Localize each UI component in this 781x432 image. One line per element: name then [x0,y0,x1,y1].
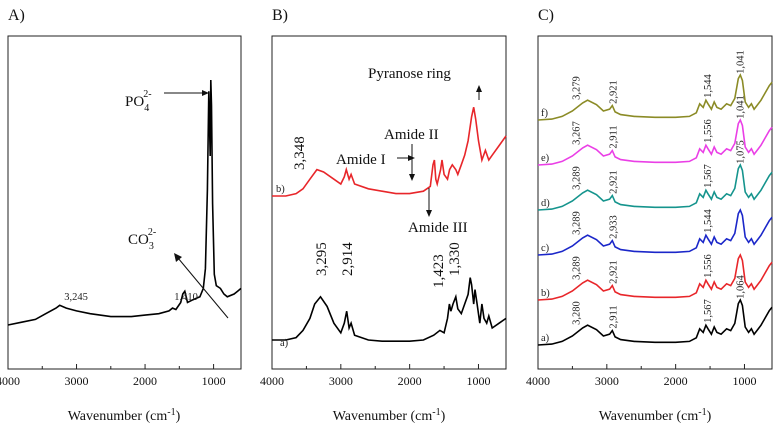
panel-a-plot-area [7,35,242,370]
amide-ii-label: Amide II [384,127,439,143]
pyranose-arrowhead [476,85,482,92]
panel-c-x-axis-title: Wavenumber (cm-1) [599,407,712,425]
peak-label: 2,911 [608,305,619,328]
panel-b: B) 4000 3000 2000 1000 Wavenumber (cm-1) b)… [260,7,507,425]
amide-ii-arrowhead [409,174,415,181]
panel-c-x-axis: 4000 3000 2000 1000 [526,364,756,388]
panel-b-plot-area [271,35,507,370]
x-tick-label: 1000 [732,374,756,388]
peak-label: 2,933 [608,215,619,239]
peak-label: 3,289 [572,211,583,235]
series-line [537,208,773,256]
panel-c-plot-area [537,35,773,370]
peak-label: 2,921 [608,170,619,194]
peak-label: 1,567 [703,299,714,323]
amide-i-label: Amide I [336,152,386,168]
x-tick-label: 2000 [664,374,688,388]
peak-label-1423: 1,423 [431,254,447,288]
peak-label: 3,280 [572,301,583,325]
peak-label: 1,544 [703,73,714,97]
x-tick-label: 3000 [65,374,89,388]
panel-a: A) 4000 3000 2000 1000 Wavenumber (cm-1) 3,… [0,7,242,425]
series-line [537,298,773,346]
panel-b-x-axis: 4000 3000 2000 1000 [260,364,490,388]
peak-label: 1,041 [735,50,746,74]
amide-iii-arrowhead [426,210,432,217]
panel-a-label: A) [8,7,25,24]
panel-b-x-axis-title: Wavenumber (cm-1) [333,407,446,425]
panel-a-x-axis: 4000 3000 2000 1000 [0,364,226,388]
series-name-label: a) [541,333,550,344]
peak-label: 3,289 [572,256,583,280]
panel-b-series [272,107,507,342]
peak-label-3245: 3,245 [64,292,88,303]
peak-label: 2,911 [608,125,619,148]
co3-arrow [177,257,229,319]
series-name-label: d) [541,198,550,209]
series-name-label: f) [541,108,548,119]
series-line [537,73,773,121]
series-line [272,277,507,342]
peak-label: 2,921 [608,260,619,284]
panel-c: C) 4000 3000 2000 1000 f) 3,279 2,921 1,544 1,0… [526,7,773,425]
peak-label: 1,064 [735,274,746,298]
x-tick-label: 2000 [398,374,422,388]
panel-a-series [7,79,242,326]
peak-label: 1,075 [735,140,746,164]
panel-c-series [537,73,773,346]
peak-label-3348: 3,348 [292,136,308,170]
peak-label: 2,921 [608,80,619,104]
panel-b-label: B) [272,7,288,24]
peak-label: 1,556 [703,254,714,278]
peak-label: 3,289 [572,166,583,190]
peak-label: 1,567 [703,164,714,188]
x-tick-label: 1000 [466,374,490,388]
series-name-label: e) [541,153,550,164]
peak-label: 1,544 [703,208,714,232]
peak-label: 1,041 [735,95,746,119]
x-tick-label: 1000 [202,374,226,388]
co3-label: CO32- [128,227,156,252]
panel-a-x-axis-title: Wavenumber (cm-1) [68,407,181,425]
peak-label: 3,267 [572,121,583,145]
pyranose-ring-label: Pyranose ring [368,66,451,82]
peak-label: 3,279 [572,76,583,100]
peak-label-2914: 2,914 [340,242,356,276]
amide-iii-label: Amide III [408,220,468,236]
co3-arrowhead [174,253,182,262]
panel-b-series-label-a: a) [280,338,289,349]
series-line [7,79,242,326]
panel-c-label: C) [538,7,554,24]
series-name-label: b) [541,288,550,299]
peak-label-1330: 1,330 [447,242,463,276]
po4-label: PO42- [125,89,152,114]
peak-label: 1,556 [703,119,714,143]
series-line [272,107,507,197]
peak-label-1410: 1,410 [174,292,198,303]
x-tick-label: 2000 [133,374,157,388]
peak-label-3295: 3,295 [314,242,330,276]
series-line [537,118,773,166]
x-tick-label: 4000 [260,374,284,388]
x-tick-label: 4000 [526,374,550,388]
panel-b-series-label-b: b) [276,184,285,195]
series-line [537,163,773,211]
x-tick-label: 3000 [329,374,353,388]
series-name-label: c) [541,243,550,254]
po4-arrowhead [202,90,209,96]
panel-c-peak-labels: f) 3,279 2,921 1,544 1,041 e) 3,267 2,911 1,556 1… [541,50,746,344]
x-tick-label: 3000 [595,374,619,388]
series-line [537,253,773,301]
x-tick-label: 4000 [0,374,20,388]
